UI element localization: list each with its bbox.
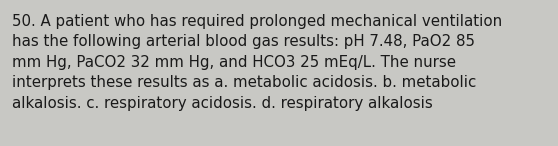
Text: 50. A patient who has required prolonged mechanical ventilation
has the followin: 50. A patient who has required prolonged…: [12, 14, 502, 111]
